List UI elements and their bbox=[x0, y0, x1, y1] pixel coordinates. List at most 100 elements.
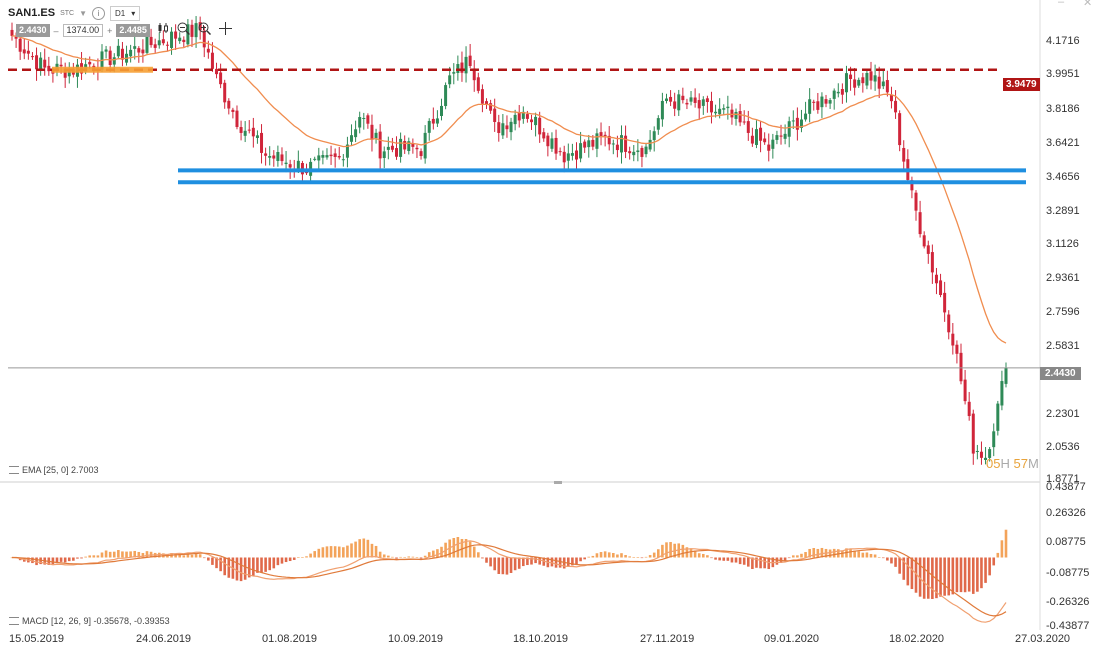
macd-bar bbox=[914, 557, 918, 593]
date-tick: 27.11.2019 bbox=[640, 633, 695, 645]
indicator-settings-icon[interactable] bbox=[9, 466, 19, 474]
info-icon[interactable]: i bbox=[92, 6, 105, 20]
macd-bar bbox=[746, 557, 750, 567]
macd-bar bbox=[677, 543, 681, 558]
candle-body bbox=[423, 132, 427, 159]
candle-body bbox=[828, 100, 832, 104]
macd-bar bbox=[951, 557, 955, 595]
increase-button[interactable]: + bbox=[107, 25, 113, 36]
candle-body bbox=[190, 24, 194, 37]
candle-body bbox=[632, 151, 636, 156]
sell-price-button[interactable]: 2.4430 bbox=[16, 24, 50, 37]
macd-bar bbox=[67, 557, 71, 562]
candle-body bbox=[722, 108, 726, 110]
symbol-label[interactable]: SAN1.ES bbox=[8, 7, 56, 19]
price-tick: 2.2301 bbox=[1046, 408, 1080, 420]
macd-bar bbox=[378, 551, 382, 558]
decrease-button[interactable]: – bbox=[53, 25, 59, 36]
macd-bar bbox=[710, 557, 713, 559]
macd-bar bbox=[219, 557, 222, 572]
macd-bar bbox=[342, 547, 345, 558]
macd-bar bbox=[1004, 529, 1008, 558]
macd-bar bbox=[583, 557, 586, 560]
candle-body bbox=[542, 132, 546, 139]
macd-bar bbox=[873, 554, 877, 558]
macd-bar bbox=[959, 557, 963, 593]
macd-bar bbox=[783, 557, 787, 562]
macd-bar bbox=[350, 543, 353, 558]
timeframe-select[interactable]: D1 ▾ bbox=[110, 5, 141, 21]
candle-body bbox=[861, 77, 865, 84]
macd-bar bbox=[194, 553, 198, 558]
candle-body bbox=[59, 64, 63, 67]
candle-body bbox=[39, 57, 43, 71]
minimize-icon[interactable]: – bbox=[1058, 0, 1065, 8]
ema-legend[interactable]: EMA [25, 0] 2.7003 bbox=[9, 465, 99, 475]
buy-price-button[interactable]: 2.4485 bbox=[116, 24, 150, 37]
zoom-out-icon[interactable] bbox=[177, 22, 191, 38]
candle-body bbox=[628, 151, 632, 154]
macd-bar bbox=[92, 555, 96, 558]
candle-body bbox=[546, 135, 550, 147]
macd-bar bbox=[133, 550, 137, 558]
macd-bar bbox=[542, 557, 546, 566]
candle-body bbox=[746, 121, 750, 133]
macd-tick: -0.43877 bbox=[1046, 620, 1090, 632]
candle-body bbox=[133, 46, 137, 49]
candle-body bbox=[493, 108, 497, 122]
indicator-settings-icon[interactable] bbox=[9, 617, 19, 625]
candle-body bbox=[517, 112, 521, 121]
candle-body bbox=[165, 44, 169, 46]
candle-body bbox=[104, 49, 108, 52]
macd-bar bbox=[902, 557, 906, 580]
macd-bar bbox=[787, 557, 791, 559]
candle-body bbox=[239, 127, 243, 133]
macd-bar bbox=[816, 548, 820, 558]
candles-icon[interactable] bbox=[157, 22, 169, 38]
countdown-minutes: 57 bbox=[1013, 456, 1028, 471]
macd-bar bbox=[922, 557, 926, 599]
candle-body bbox=[607, 135, 611, 145]
macd-bar bbox=[579, 557, 582, 562]
macd-bar bbox=[112, 551, 116, 558]
candle-body bbox=[603, 134, 607, 136]
macd-legend[interactable]: MACD [12, 26, 9] -0.35678, -0.39353 bbox=[9, 616, 170, 626]
candle-body bbox=[685, 102, 689, 105]
candle-body bbox=[660, 100, 664, 120]
candle-body bbox=[926, 245, 930, 254]
candle-body bbox=[14, 36, 18, 39]
candle-body bbox=[955, 344, 959, 354]
zoom-in-icon[interactable] bbox=[198, 22, 212, 38]
candle-body bbox=[198, 22, 202, 31]
macd-bar bbox=[202, 557, 206, 559]
crosshair-icon[interactable] bbox=[219, 22, 232, 38]
macd-bar bbox=[395, 557, 398, 559]
candle-body bbox=[370, 124, 374, 140]
macd-bar bbox=[80, 557, 83, 559]
chevron-down-icon[interactable]: ▼ bbox=[79, 8, 87, 18]
macd-bar bbox=[411, 556, 415, 558]
candle-body bbox=[157, 40, 161, 46]
close-icon[interactable]: ✕ bbox=[1083, 0, 1093, 9]
macd-bar bbox=[624, 555, 627, 558]
macd-bar bbox=[427, 552, 431, 558]
macd-bar bbox=[657, 549, 660, 558]
macd-bar bbox=[616, 554, 619, 558]
quantity-input[interactable]: 1374.00 bbox=[62, 24, 104, 37]
candle-body bbox=[288, 164, 292, 168]
candle-body bbox=[697, 100, 701, 109]
candle-body bbox=[812, 101, 816, 103]
macd-bar bbox=[890, 557, 893, 564]
macd-bar bbox=[558, 557, 562, 568]
macd-bar bbox=[96, 555, 100, 558]
candle-body bbox=[898, 113, 902, 146]
candle-body bbox=[67, 69, 71, 77]
macd-signal-line bbox=[12, 544, 1007, 617]
candle-body bbox=[194, 23, 198, 38]
candle-body bbox=[296, 160, 300, 171]
candle-body bbox=[497, 122, 501, 133]
macd-bar bbox=[51, 557, 55, 566]
macd-bar bbox=[366, 539, 370, 558]
candle-body bbox=[321, 155, 325, 158]
